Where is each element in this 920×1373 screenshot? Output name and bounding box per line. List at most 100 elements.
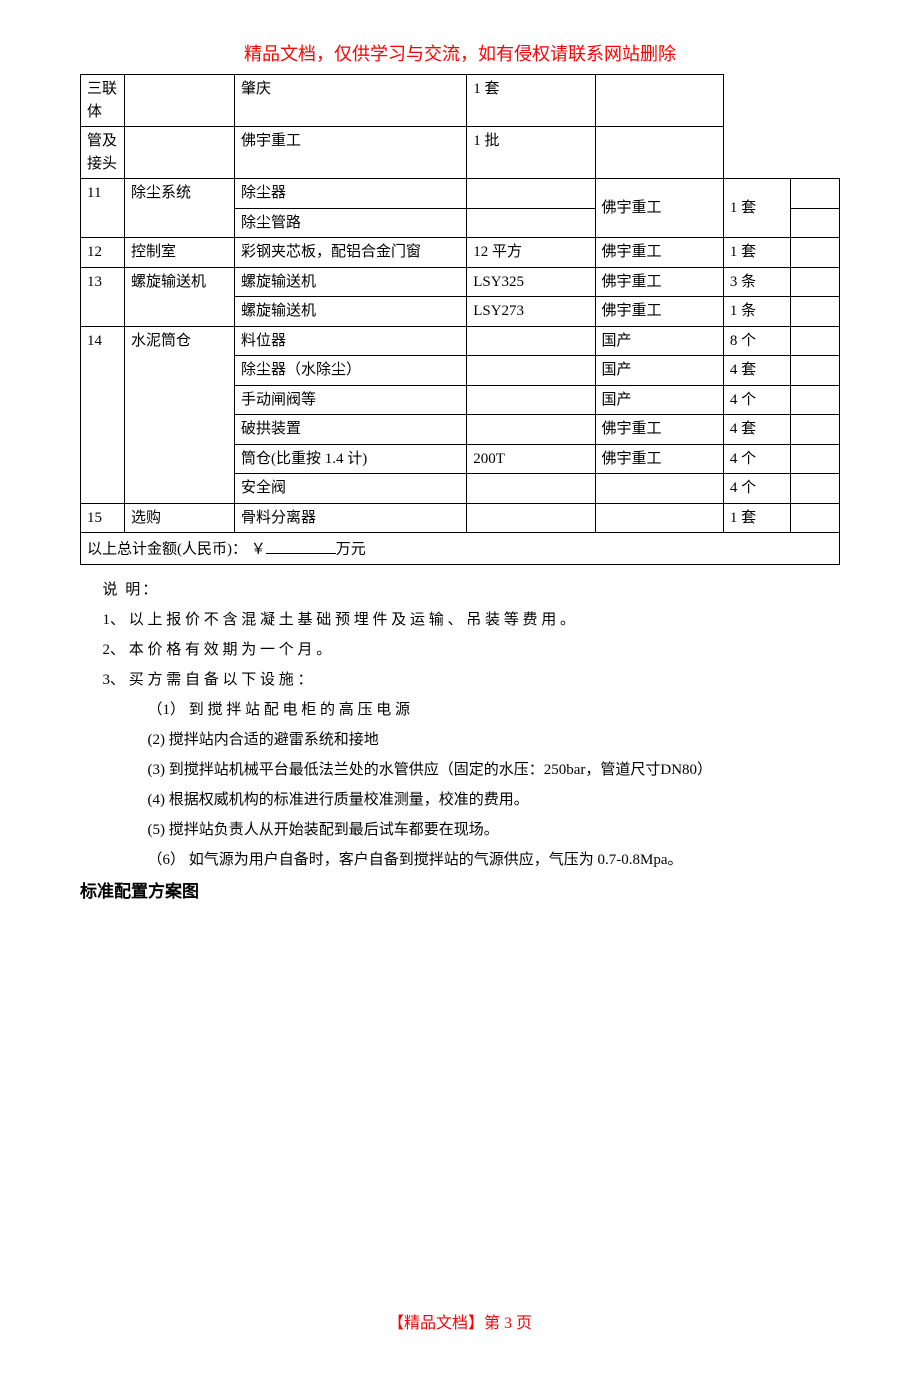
cell-no: 15 [81,503,125,533]
cell-qty: 1 套 [723,238,790,268]
cell-item: 除尘器（水除尘） [235,356,467,386]
cell-qty: 1 套 [723,503,790,533]
cell-no: 13 [81,267,125,326]
cell-remark [791,208,840,238]
cell-remark [791,415,840,445]
cell-spec [467,326,595,356]
cell-item: 筒仓(比重按 1.4 计) [235,444,467,474]
cell-remark [791,503,840,533]
section-title: 标准配置方案图 [80,875,840,909]
cell-item: 三联体 [81,75,125,127]
note-subitem: (4) 根据权威机构的标准进行质量校准测量，校准的费用。 [80,785,840,815]
table-row: 14水泥筒仓料位器国产8 个 [81,326,840,356]
cell-qty: 4 套 [723,415,790,445]
cell-mfr: 佛宇重工 [595,267,723,297]
cell-qty: 1 套 [467,75,595,127]
cell-spec [125,127,235,179]
cell-mfr: 佛宇重工 [595,297,723,327]
notes-title: 说 明： [80,575,840,605]
notes-block: 说 明： 1、 以 上 报 价 不 含 混 凝 土 基 础 预 埋 件 及 运 … [80,575,840,909]
cell-no: 11 [81,179,125,238]
table-row: 12控制室彩钢夹芯板，配铝合金门窗12 平方佛宇重工1 套 [81,238,840,268]
note-subitem: （1） 到 搅 拌 站 配 电 柜 的 高 压 电 源 [80,695,840,725]
cell-qty: 4 个 [723,444,790,474]
cell-item: 安全阀 [235,474,467,504]
cell-spec [467,474,595,504]
cell-spec [467,208,595,238]
cell-remark [791,267,840,297]
cell-qty: 3 条 [723,267,790,297]
cell-spec [467,356,595,386]
cell-spec: LSY273 [467,297,595,327]
total-cell: 以上总计金额(人民币)： ￥ 万元 [81,533,840,565]
table-row: 15选购骨料分离器 1 套 [81,503,840,533]
cell-qty: 1 批 [467,127,595,179]
note-item: 1、 以 上 报 价 不 含 混 凝 土 基 础 预 埋 件 及 运 输 、 吊… [80,605,840,635]
cell-mfr: 佛宇重工 [235,127,467,179]
table-row: 三联体 肇庆1 套 [81,75,840,127]
cell-item: 螺旋输送机 [235,297,467,327]
cell-spec [125,75,235,127]
cell-mfr: 国产 [595,326,723,356]
cell-mfr: 肇庆 [235,75,467,127]
cell-item: 彩钢夹芯板，配铝合金门窗 [235,238,467,268]
page-footer: 【精品文档】第 3 页 [80,1309,840,1333]
cell-spec: 200T [467,444,595,474]
cell-qty: 4 套 [723,356,790,386]
total-blank [266,536,336,554]
total-prefix: 以上总计金额(人民币)： ￥ [87,542,266,558]
cell-mfr: 佛宇重工 [595,415,723,445]
cell-remark [791,238,840,268]
cell-qty: 4 个 [723,385,790,415]
cell-item: 除尘器 [235,179,467,209]
cell-qty: 1 条 [723,297,790,327]
cell-mfr: 佛宇重工 [595,179,723,238]
cell-spec [467,179,595,209]
cell-remark [791,356,840,386]
note-subitem: （6） 如气源为用户自备时，客户自备到搅拌站的气源供应，气压为 0.7-0.8M… [80,845,840,875]
cell-remark [791,385,840,415]
cell-item: 料位器 [235,326,467,356]
note-item: 3、 买 方 需 自 备 以 下 设 施 ： [80,665,840,695]
equipment-table: 三联体肇庆1 套管及接头佛宇重工1 批11除尘系统除尘器佛宇重工1 套除尘管路1… [80,74,840,565]
total-row: 以上总计金额(人民币)： ￥ 万元 [81,533,840,565]
cell-system: 选购 [125,503,235,533]
note-subitem: (5) 搅拌站负责人从开始装配到最后试车都要在现场。 [80,815,840,845]
cell-item: 管及接头 [81,127,125,179]
cell-remark [595,75,723,127]
cell-system: 除尘系统 [125,179,235,238]
cell-mfr: 佛宇重工 [595,238,723,268]
cell-spec [467,385,595,415]
cell-remark [791,326,840,356]
cell-no: 14 [81,326,125,503]
cell-spec [467,503,595,533]
page-header: 精品文档，仅供学习与交流，如有侵权请联系网站删除 [80,40,840,66]
cell-item: 骨料分离器 [235,503,467,533]
cell-system: 控制室 [125,238,235,268]
cell-mfr [595,503,723,533]
table-row: 13螺旋输送机螺旋输送机LSY325佛宇重工3 条 [81,267,840,297]
note-subitem: (3) 到搅拌站机械平台最低法兰处的水管供应（固定的水压：250bar，管道尺寸… [80,755,840,785]
note-item: 2、 本 价 格 有 效 期 为 一 个 月 。 [80,635,840,665]
cell-item: 手动闸阀等 [235,385,467,415]
cell-item: 除尘管路 [235,208,467,238]
cell-system: 螺旋输送机 [125,267,235,326]
cell-remark [595,127,723,179]
cell-remark [791,474,840,504]
cell-no: 12 [81,238,125,268]
cell-mfr: 国产 [595,356,723,386]
cell-mfr: 佛宇重工 [595,444,723,474]
total-suffix: 万元 [336,542,366,558]
cell-remark [791,297,840,327]
note-subitem: (2) 搅拌站内合适的避雷系统和接地 [80,725,840,755]
cell-mfr: 国产 [595,385,723,415]
cell-spec [467,415,595,445]
cell-mfr [595,474,723,504]
cell-remark [791,179,840,209]
cell-qty: 8 个 [723,326,790,356]
cell-item: 破拱装置 [235,415,467,445]
cell-spec: LSY325 [467,267,595,297]
cell-item: 螺旋输送机 [235,267,467,297]
cell-spec: 12 平方 [467,238,595,268]
table-row: 管及接头 佛宇重工1 批 [81,127,840,179]
